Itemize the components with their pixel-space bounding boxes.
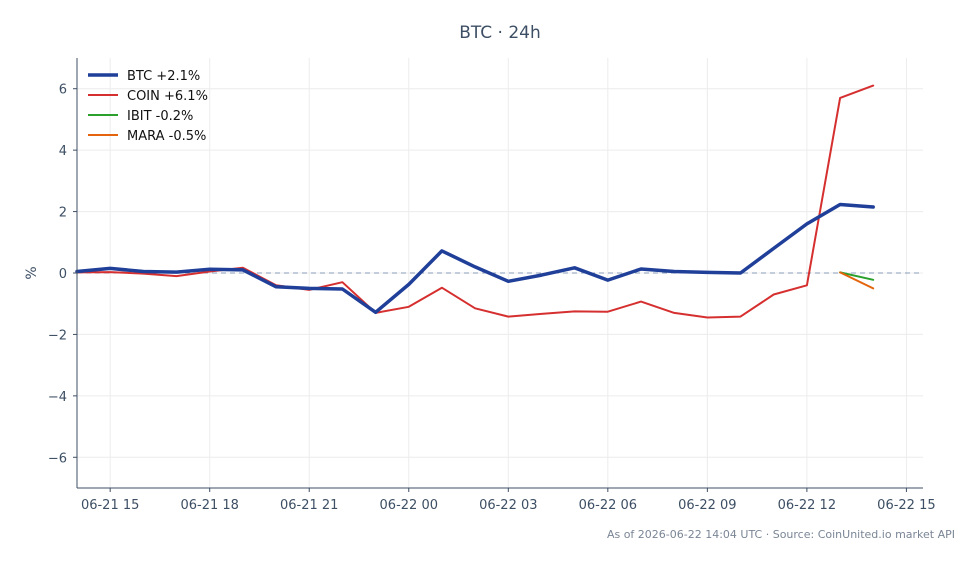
chart-title: BTC · 24h <box>459 23 541 43</box>
x-tick-label: 06-21 21 <box>280 498 338 513</box>
y-tick-label: −4 <box>48 390 67 405</box>
legend-label-0: BTC +2.1% <box>127 69 200 84</box>
series-line-3 <box>839 271 875 290</box>
x-tick-label: 06-22 09 <box>678 498 736 513</box>
series-line-2 <box>839 271 875 281</box>
legend-label-1: COIN +6.1% <box>127 89 208 104</box>
y-tick-label: 6 <box>59 83 67 98</box>
y-tick-label: −2 <box>48 328 67 343</box>
x-tick-label: 06-21 18 <box>180 498 238 513</box>
legend-label-2: IBIT -0.2% <box>127 109 193 124</box>
y-tick-label: 2 <box>59 206 67 221</box>
legend: BTC +2.1% COIN +6.1% IBIT -0.2% MARA -0.5% <box>88 69 208 144</box>
x-tick-label: 06-22 06 <box>579 498 637 513</box>
x-tick-label: 06-22 12 <box>778 498 836 513</box>
x-tick-label: 06-21 15 <box>81 498 139 513</box>
x-tick-label: 06-22 00 <box>380 498 438 513</box>
series-line-1 <box>76 84 875 319</box>
x-tick-label: 06-22 03 <box>479 498 537 513</box>
x-tick-label: 06-22 15 <box>877 498 935 513</box>
footer-note: As of 2026-06-22 14:04 UTC · Source: Coi… <box>607 528 955 541</box>
y-tick-label: 0 <box>59 267 67 282</box>
legend-label-3: MARA -0.5% <box>127 129 206 144</box>
series-layer <box>75 84 875 319</box>
y-tick-label: −6 <box>48 451 67 466</box>
y-axis-label: % <box>24 266 40 279</box>
series-line-0 <box>75 202 875 315</box>
y-tick-label: 4 <box>59 144 67 159</box>
axes: −6 −4 −2 0 2 4 6 06-21 15 06-21 18 06-21 21 06-22 … <box>48 58 936 513</box>
